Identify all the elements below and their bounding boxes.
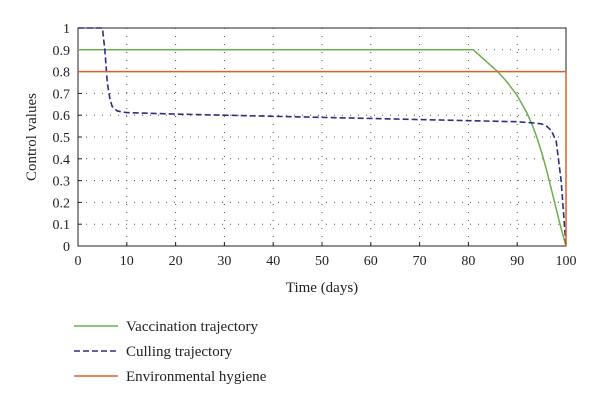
legend-label-2: Culling trajectory: [126, 344, 233, 360]
x-tick-label: 60: [364, 254, 378, 269]
legend-label-3: Environmental hygiene: [126, 369, 267, 385]
axis-ticks: 0 10 20 30 40 50 60 70 80 90 100 0 0.1 0.2 0.3 0.4 0.5 0.…: [53, 22, 577, 269]
x-tick-label: 50: [315, 254, 329, 269]
y-tick-label: 0.1: [53, 218, 71, 233]
x-tick-label: 100: [556, 254, 577, 269]
grid-lines: [78, 28, 566, 246]
y-tick-label: 0.3: [53, 175, 71, 190]
y-axis-label: Control values: [24, 93, 40, 181]
y-tick-label: 0.6: [53, 109, 71, 124]
y-tick-label: 0.2: [53, 196, 71, 211]
x-tick-label: 80: [461, 254, 475, 269]
x-tick-label: 40: [266, 254, 280, 269]
x-tick-label: 10: [120, 254, 134, 269]
x-axis-label: Time (days): [286, 280, 358, 296]
y-tick-label: 0.9: [53, 44, 71, 59]
x-tick-label: 20: [169, 254, 183, 269]
x-tick-label: 0: [75, 254, 82, 269]
series-line-3: [78, 70, 567, 246]
legend-label-1: Vaccination trajectory: [126, 319, 259, 335]
y-tick-label: 0: [63, 240, 70, 255]
x-tick-label: 70: [413, 254, 427, 269]
y-tick-label: 1: [63, 22, 70, 37]
series-line-1: [78, 49, 567, 247]
x-tick-label: 90: [510, 254, 524, 269]
y-tick-label: 0.5: [53, 131, 71, 146]
y-tick-label: 0.4: [53, 153, 71, 168]
y-tick-label: 0.8: [53, 66, 71, 81]
series-layer: [78, 27, 567, 247]
x-tick-label: 30: [217, 254, 231, 269]
y-tick-label: 0.7: [53, 87, 71, 102]
legend: Vaccination trajectory Culling trajectory…: [74, 319, 267, 385]
series-line-2: [78, 27, 567, 247]
